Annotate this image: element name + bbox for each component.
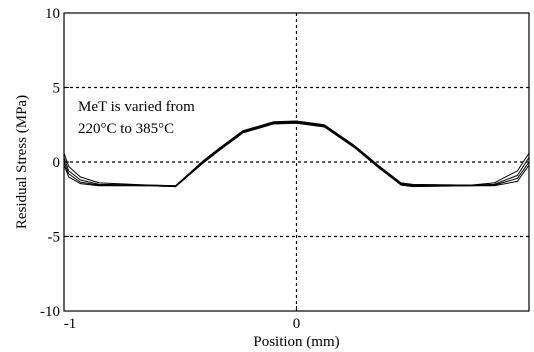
- series-line-2: [63, 121, 530, 187]
- y-tick-label: 5: [53, 81, 61, 97]
- y-tick-label: -10: [40, 304, 60, 320]
- annotation-line-1: MeT is varied from: [78, 99, 195, 115]
- series-line-4: [63, 122, 530, 188]
- annotation-line-2: 220°C to 385°C: [78, 121, 174, 137]
- y-tick-label: 10: [45, 6, 60, 22]
- x-tick-label: 0: [293, 316, 301, 332]
- x-tick-label: -1: [64, 316, 77, 332]
- y-tick-label: 0: [53, 155, 61, 171]
- x-axis-title: Position (mm): [253, 334, 339, 350]
- y-axis-title: Residual Stress (MPa): [14, 95, 30, 229]
- y-tick-label: -5: [48, 230, 61, 246]
- series-layer: [63, 120, 530, 188]
- grid-layer: [64, 13, 529, 311]
